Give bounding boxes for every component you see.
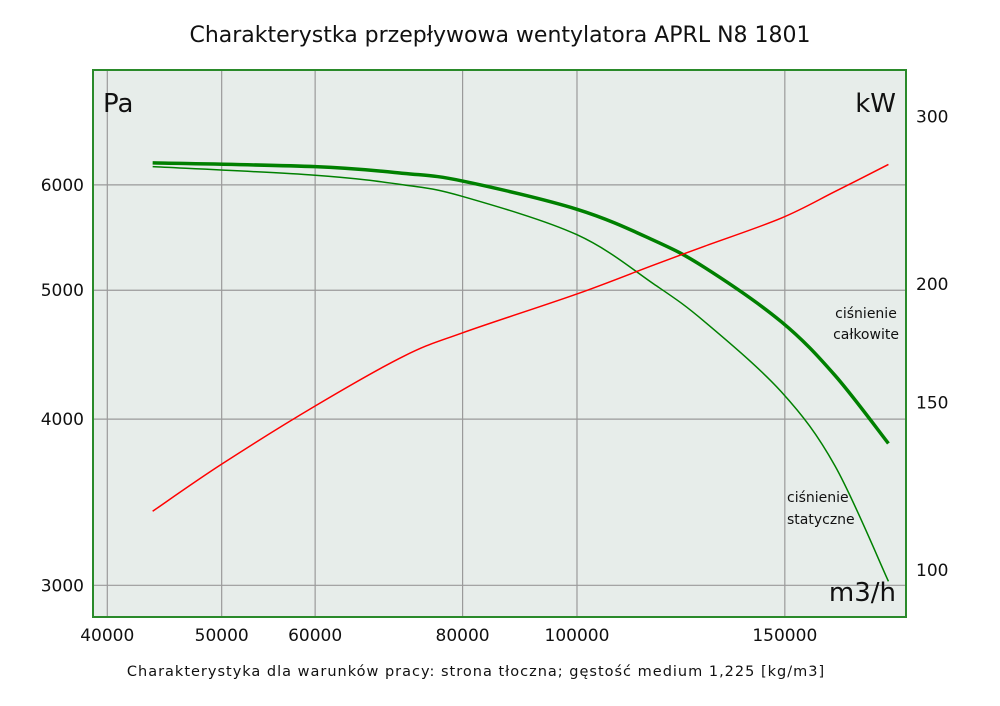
y-right-tick-label: 100 bbox=[916, 561, 948, 581]
series-label-total-2: całkowite bbox=[833, 327, 899, 343]
y-right-tick-label: 200 bbox=[916, 275, 948, 295]
series-label-static-1: ciśnienie bbox=[787, 490, 849, 506]
x-tick-label: 50000 bbox=[195, 626, 249, 646]
x-tick-label: 80000 bbox=[436, 626, 490, 646]
plot-area bbox=[93, 70, 906, 617]
y-right-tick-label: 150 bbox=[916, 394, 948, 414]
series-label-static-2: statyczne bbox=[787, 512, 855, 528]
x-tick-label: 60000 bbox=[288, 626, 342, 646]
y-right-tick-label: 300 bbox=[916, 108, 948, 128]
chart-footer: Charakterystyka dla warunków pracy: stro… bbox=[127, 664, 825, 680]
y-right-unit-label: kW bbox=[855, 89, 896, 119]
x-tick-label: 40000 bbox=[80, 626, 134, 646]
y-left-tick-label: 6000 bbox=[41, 176, 84, 196]
y-left-tick-label: 4000 bbox=[41, 410, 84, 430]
y-left-tick-label: 5000 bbox=[41, 281, 84, 301]
series-label-total-1: ciśnienie bbox=[835, 306, 897, 322]
y-left-unit-label: Pa bbox=[103, 89, 133, 119]
x-tick-label: 150000 bbox=[752, 626, 817, 646]
series-line-1 bbox=[152, 165, 890, 582]
series-line-0 bbox=[152, 161, 890, 445]
chart-title: Charakterystka przepływowa wentylatora A… bbox=[189, 23, 810, 48]
x-tick-label: 100000 bbox=[545, 626, 610, 646]
y-left-tick-label: 3000 bbox=[41, 576, 84, 596]
x-unit-label: m3/h bbox=[829, 578, 896, 608]
plot-border bbox=[92, 69, 907, 618]
series-line-2 bbox=[152, 163, 889, 512]
